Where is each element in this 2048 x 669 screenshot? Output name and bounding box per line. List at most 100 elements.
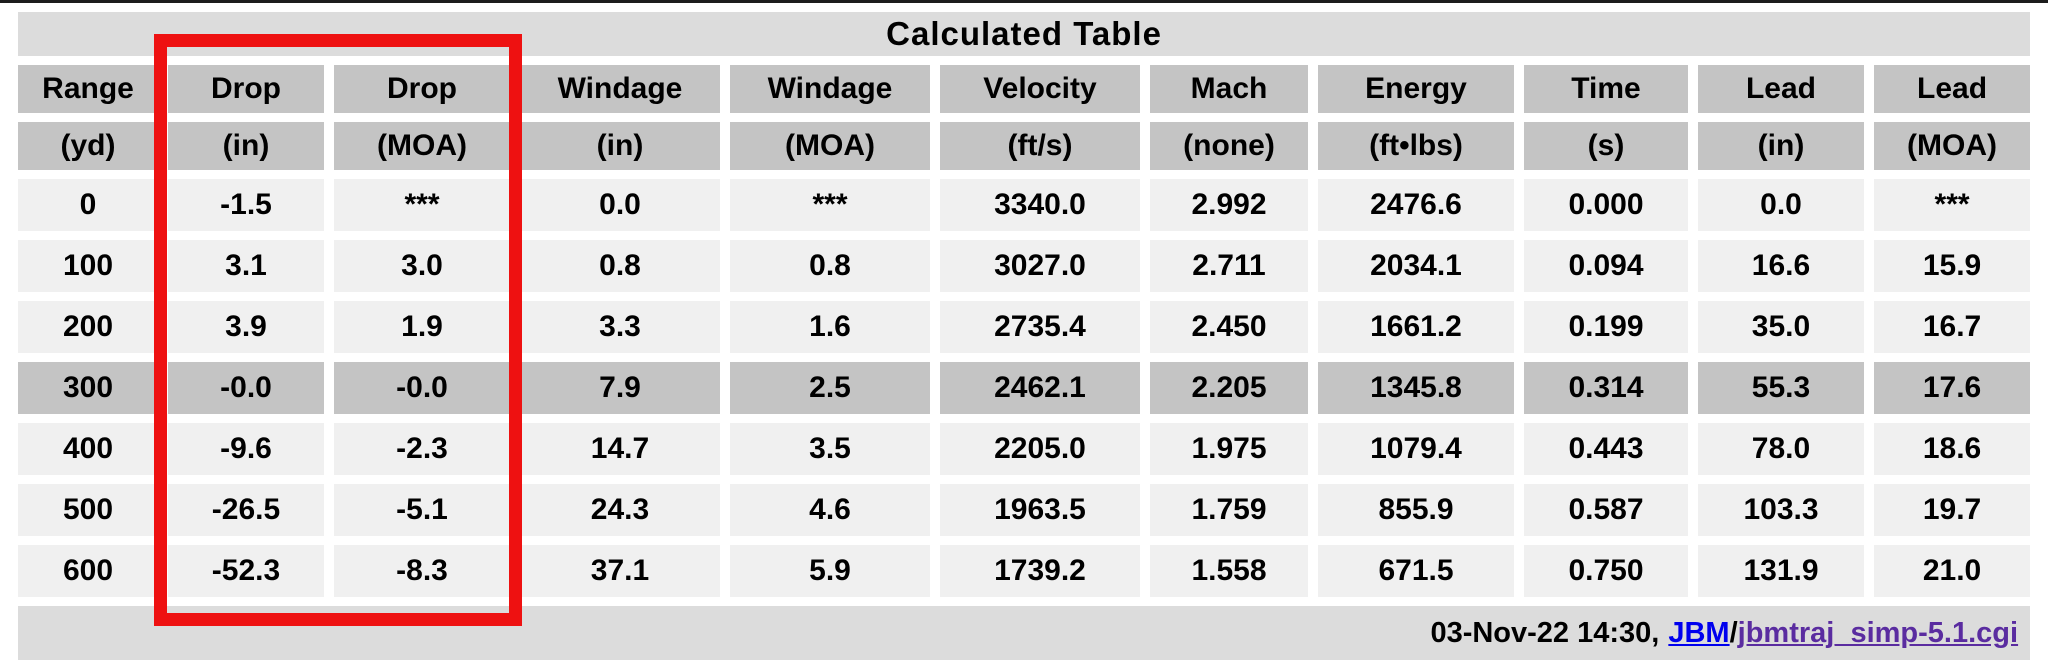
- table-cell: 300: [18, 362, 158, 414]
- table-cell: 1963.5: [940, 484, 1140, 536]
- table-cell: 3.3: [520, 301, 720, 353]
- table-cell: 3.9: [168, 301, 324, 353]
- script-link[interactable]: jbmtraj_simp-5.1.cgi: [1737, 616, 2019, 649]
- table-cell: 15.9: [1874, 240, 2031, 292]
- table-cell: 17.6: [1874, 362, 2031, 414]
- table-cell: 2.205: [1150, 362, 1308, 414]
- table-cell: 21.0: [1874, 545, 2031, 597]
- table-cell: -52.3: [168, 545, 324, 597]
- table-cell: -0.0: [168, 362, 324, 414]
- table-cell: 2034.1: [1318, 240, 1514, 292]
- table-cell: 400: [18, 423, 158, 475]
- table-cell: 3027.0: [940, 240, 1140, 292]
- table-cell: 2205.0: [940, 423, 1140, 475]
- column-header: Velocity: [940, 65, 1140, 113]
- table-cell: 2.711: [1150, 240, 1308, 292]
- column-header: Drop: [334, 65, 510, 113]
- table-cell: 131.9: [1698, 545, 1864, 597]
- column-header: Range: [18, 65, 158, 113]
- table-cell: 0.750: [1524, 545, 1688, 597]
- table-cell: 14.7: [520, 423, 720, 475]
- table-cell: 0.8: [520, 240, 720, 292]
- column-unit: (yd): [18, 122, 158, 170]
- column-header: Drop: [168, 65, 324, 113]
- table-cell: 16.7: [1874, 301, 2031, 353]
- column-unit: (MOA): [730, 122, 930, 170]
- column-header: Time: [1524, 65, 1688, 113]
- table-cell: ***: [334, 179, 510, 231]
- column-unit: (s): [1524, 122, 1688, 170]
- table-cell: 2476.6: [1318, 179, 1514, 231]
- column-unit: (MOA): [334, 122, 510, 170]
- table-cell: 16.6: [1698, 240, 1864, 292]
- table-cell: 78.0: [1698, 423, 1864, 475]
- table-cell: 0: [18, 179, 158, 231]
- column-unit: (in): [1698, 122, 1864, 170]
- footer-cell: 03-Nov-22 14:30, JBM/jbmtraj_simp-5.1.cgi: [18, 606, 2031, 660]
- table-cell: 2.992: [1150, 179, 1308, 231]
- table-row: 0 -1.5 *** 0.0 *** 3340.0 2.992 2476.6 0.000 0.0 *…: [18, 179, 2031, 231]
- table-cell: 0.8: [730, 240, 930, 292]
- table-cell: 3.1: [168, 240, 324, 292]
- table-title: Calculated Table: [18, 12, 2031, 56]
- table-cell: 0.0: [520, 179, 720, 231]
- column-header: Lead: [1698, 65, 1864, 113]
- table-cell: 500: [18, 484, 158, 536]
- table-cell: 0.587: [1524, 484, 1688, 536]
- table-cell: 35.0: [1698, 301, 1864, 353]
- table-row: 600 -52.3 -8.3 37.1 5.9 1739.2 1.558 671.5 0.750…: [18, 545, 2031, 597]
- table-cell: 5.9: [730, 545, 930, 597]
- table-cell: 4.6: [730, 484, 930, 536]
- table-cell: 2.5: [730, 362, 930, 414]
- column-header: Mach: [1150, 65, 1308, 113]
- table-cell: -9.6: [168, 423, 324, 475]
- table-cell: 0.199: [1524, 301, 1688, 353]
- table-cell: 1661.2: [1318, 301, 1514, 353]
- table-cell: 24.3: [520, 484, 720, 536]
- column-unit: (MOA): [1874, 122, 2031, 170]
- table-cell: 3.0: [334, 240, 510, 292]
- table-cell: -26.5: [168, 484, 324, 536]
- table-row: 500 -26.5 -5.1 24.3 4.6 1963.5 1.759 855.9 0.587…: [18, 484, 2031, 536]
- table-cell: 55.3: [1698, 362, 1864, 414]
- table-cell: 1739.2: [940, 545, 1140, 597]
- table-cell: 1.558: [1150, 545, 1308, 597]
- column-header: Windage: [520, 65, 720, 113]
- table-cell: 0.094: [1524, 240, 1688, 292]
- column-unit: (in): [520, 122, 720, 170]
- table-cell: 1.9: [334, 301, 510, 353]
- footer-separator: /: [1729, 616, 1738, 649]
- footer-row: 03-Nov-22 14:30, JBM/jbmtraj_simp-5.1.cgi: [18, 606, 2031, 660]
- table-cell: 19.7: [1874, 484, 2031, 536]
- table-cell: 1.975: [1150, 423, 1308, 475]
- table-cell: 37.1: [520, 545, 720, 597]
- table-cell: 1345.8: [1318, 362, 1514, 414]
- table-cell: 18.6: [1874, 423, 2031, 475]
- table-cell: 0.443: [1524, 423, 1688, 475]
- jbm-link[interactable]: JBM: [1668, 616, 1730, 649]
- table-row: 300 -0.0 -0.0 7.9 2.5 2462.1 2.205 1345.8 0.314 5…: [18, 362, 2031, 414]
- table-cell: 103.3: [1698, 484, 1864, 536]
- table-cell: -2.3: [334, 423, 510, 475]
- top-border-line: [0, 0, 2048, 3]
- column-header: Windage: [730, 65, 930, 113]
- column-unit: (ft/s): [940, 122, 1140, 170]
- table-cell: 855.9: [1318, 484, 1514, 536]
- table-cell: 600: [18, 545, 158, 597]
- table-cell: ***: [730, 179, 930, 231]
- table-row: 200 3.9 1.9 3.3 1.6 2735.4 2.450 1661.2 0.199 35.…: [18, 301, 2031, 353]
- table-row: 100 3.1 3.0 0.8 0.8 3027.0 2.711 2034.1 0.094 16.…: [18, 240, 2031, 292]
- table-cell: -5.1: [334, 484, 510, 536]
- column-header: Energy: [1318, 65, 1514, 113]
- table-cell: 1079.4: [1318, 423, 1514, 475]
- table-cell: -1.5: [168, 179, 324, 231]
- column-unit: (in): [168, 122, 324, 170]
- column-header: Lead: [1874, 65, 2031, 113]
- table-cell: 100: [18, 240, 158, 292]
- table-cell: -8.3: [334, 545, 510, 597]
- column-unit: (ft•lbs): [1318, 122, 1514, 170]
- header-row-names: Range Drop Drop Windage Windage Velocity Mach E…: [18, 65, 2031, 113]
- table-cell: 2.450: [1150, 301, 1308, 353]
- table-cell: 7.9: [520, 362, 720, 414]
- table-cell: 0.000: [1524, 179, 1688, 231]
